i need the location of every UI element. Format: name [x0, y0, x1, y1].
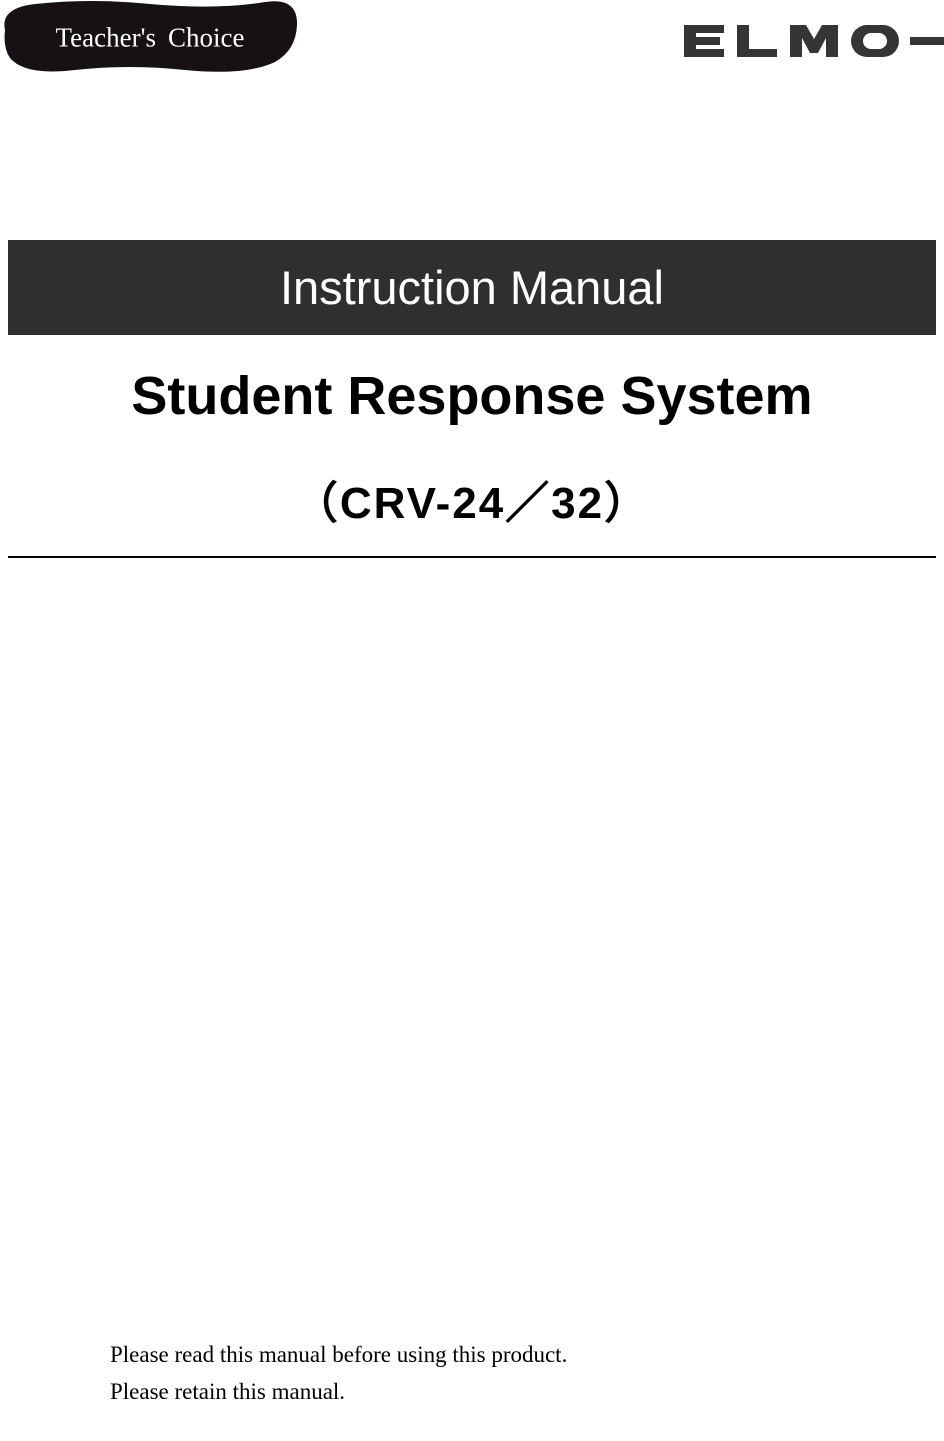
teachers-choice-badge: Teacher's Choice: [0, 0, 300, 75]
model-number: （CRV-24／32）: [8, 467, 936, 531]
page-header: Teacher's Choice: [0, 0, 944, 75]
banner-text: Instruction Manual: [280, 261, 664, 314]
instruction-banner: Instruction Manual: [8, 240, 936, 335]
footer-line-2: Please retain this manual.: [110, 1374, 567, 1411]
main-title: Student Response System: [8, 365, 936, 427]
footer-line-1: Please read this manual before using thi…: [110, 1337, 567, 1374]
teachers-choice-label: Teacher's Choice: [56, 22, 245, 53]
elmo-logo-icon: [684, 25, 944, 57]
teachers-choice-text-right: Choice: [168, 22, 244, 53]
title-section: Student Response System （CRV-24／32）: [8, 365, 936, 558]
footer-text: Please read this manual before using thi…: [110, 1337, 567, 1411]
elmo-logo: [684, 25, 944, 57]
teachers-choice-text-left: Teacher's: [56, 22, 156, 53]
